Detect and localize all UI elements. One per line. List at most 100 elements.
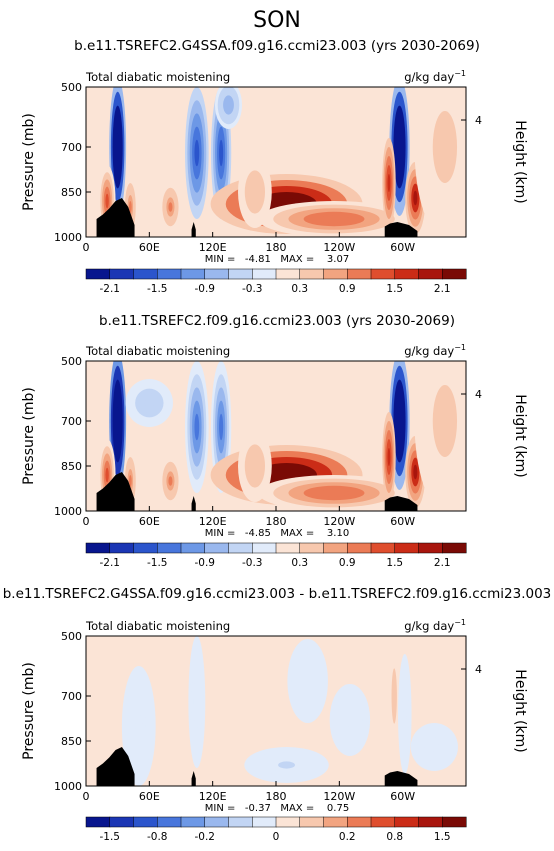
colorbar-swatch: [299, 268, 325, 280]
colorbar-swatch: [299, 542, 325, 554]
field-contour: [303, 672, 312, 690]
colorbar-swatch: [275, 816, 301, 828]
field-contour: [318, 489, 350, 497]
field-contour: [195, 688, 199, 716]
colorbar-swatch: [442, 268, 467, 280]
field-contour: [163, 758, 168, 766]
variable-label: Total diabatic moistening: [85, 619, 230, 633]
colorbar-label: -2.1: [100, 557, 121, 569]
colorbar-label: -0.8: [147, 831, 168, 843]
colorbar-swatch: [109, 268, 135, 280]
colorbar-swatch: [85, 268, 111, 280]
field-contour: [144, 398, 155, 408]
x-tick-label: 60E: [139, 790, 160, 803]
x-tick-label: 0: [83, 790, 90, 803]
field-contour: [114, 682, 117, 710]
colorbar-label: -1.5: [147, 283, 168, 295]
panel-2: b.e11.TSREFC2.f09.g16.ccmi23.003 (yrs 20…: [21, 313, 528, 569]
colorbar-swatch: [370, 268, 396, 280]
colorbar-label: 1.5: [386, 283, 403, 295]
y2-axis-title: Height (km): [512, 120, 528, 203]
y-tick-label: 850: [61, 735, 82, 748]
colorbar-swatch: [109, 542, 135, 554]
field-contour: [387, 174, 391, 192]
y2-tick-label: 4: [475, 114, 482, 127]
colorbar-swatch: [275, 542, 301, 554]
colorbar-swatch: [133, 816, 158, 828]
min-max-stats: MIN = -4.85 MAX = 3.10: [205, 528, 349, 539]
y-tick-label: 500: [61, 630, 82, 643]
field-contour: [241, 721, 248, 743]
field-contour: [194, 413, 200, 441]
field-contour: [168, 202, 173, 212]
field-contour: [128, 475, 132, 487]
field-contour: [387, 448, 391, 466]
colorbar-label: 0.2: [339, 831, 356, 843]
colorbar-swatch: [394, 268, 420, 280]
colorbar-swatch: [204, 816, 230, 828]
colorbar-swatch: [418, 816, 443, 828]
panel-title: b.e11.TSREFC2.f09.g16.ccmi23.003 (yrs 20…: [99, 313, 455, 329]
colorbar-label: 0.3: [291, 283, 308, 295]
y2-tick-label: 4: [475, 663, 482, 676]
colorbar-label: 0.9: [339, 283, 356, 295]
x-tick-label: 60E: [139, 241, 160, 254]
colorbar-swatch: [133, 268, 158, 280]
field-contour: [219, 139, 224, 167]
colorbar-swatch: [204, 542, 230, 554]
season-title: SON: [253, 8, 301, 33]
colorbar-label: 1.5: [386, 557, 403, 569]
colorbar-swatch: [180, 816, 206, 828]
colorbar-label: -0.2: [195, 831, 216, 843]
panel-3: b.e11.TSREFC2.G4SSA.f09.g16.ccmi23.003 -…: [3, 586, 552, 843]
colorbar-swatch: [370, 816, 396, 828]
colorbar-label: 2.1: [434, 283, 451, 295]
x-tick-label: 0: [83, 515, 90, 528]
colorbar-swatch: [418, 542, 443, 554]
colorbar-swatch: [180, 268, 206, 280]
panels: b.e11.TSREFC2.G4SSA.f09.g16.ccmi23.003 (…: [3, 38, 552, 843]
field-contour: [278, 761, 295, 769]
colorbar-swatch: [275, 268, 301, 280]
y2-tick-label: 4: [475, 388, 482, 401]
field-contour: [318, 215, 350, 223]
colorbar-swatch: [180, 542, 206, 554]
colorbar-swatch: [85, 542, 111, 554]
field-contour: [135, 714, 143, 738]
field-contour: [397, 133, 402, 161]
field-contour: [429, 742, 440, 752]
colorbar-swatch: [418, 268, 443, 280]
colorbar-label: 2.1: [434, 557, 451, 569]
colorbar-swatch: [157, 542, 182, 554]
terrain-mask: [96, 472, 418, 511]
colorbar-swatch: [347, 816, 372, 828]
field-contour: [128, 201, 132, 213]
colorbar-label: 1.5: [434, 831, 451, 843]
units-label: g/kg day−1: [404, 69, 466, 84]
variable-label: Total diabatic moistening: [85, 70, 230, 84]
x-tick-label: 0: [83, 241, 90, 254]
field-contour: [219, 688, 223, 716]
field-contour: [438, 129, 451, 165]
y-tick-label: 1000: [54, 505, 82, 518]
field-contour: [105, 467, 109, 483]
colorbar-swatch: [347, 542, 372, 554]
field-contour: [251, 458, 259, 474]
colorbar-label: 0.3: [291, 557, 308, 569]
colorbar-label: -0.9: [195, 283, 216, 295]
y-tick-label: 500: [61, 81, 82, 94]
variable-label: Total diabatic moistening: [85, 344, 230, 358]
colorbar-swatch: [323, 268, 348, 280]
units-label: g/kg day−1: [404, 618, 466, 633]
x-tick-label: 60E: [139, 515, 160, 528]
colorbar-swatch: [394, 816, 420, 828]
panel-title: b.e11.TSREFC2.G4SSA.f09.g16.ccmi23.003 (…: [74, 38, 480, 54]
x-tick-label: 120E: [199, 515, 227, 528]
field-contour: [225, 100, 232, 110]
terrain-mask: [96, 747, 418, 786]
x-tick-label: 120W: [323, 241, 355, 254]
colorbar-swatch: [157, 816, 182, 828]
y-axis-title: Pressure (mb): [21, 113, 37, 211]
units-label: g/kg day−1: [404, 343, 466, 358]
